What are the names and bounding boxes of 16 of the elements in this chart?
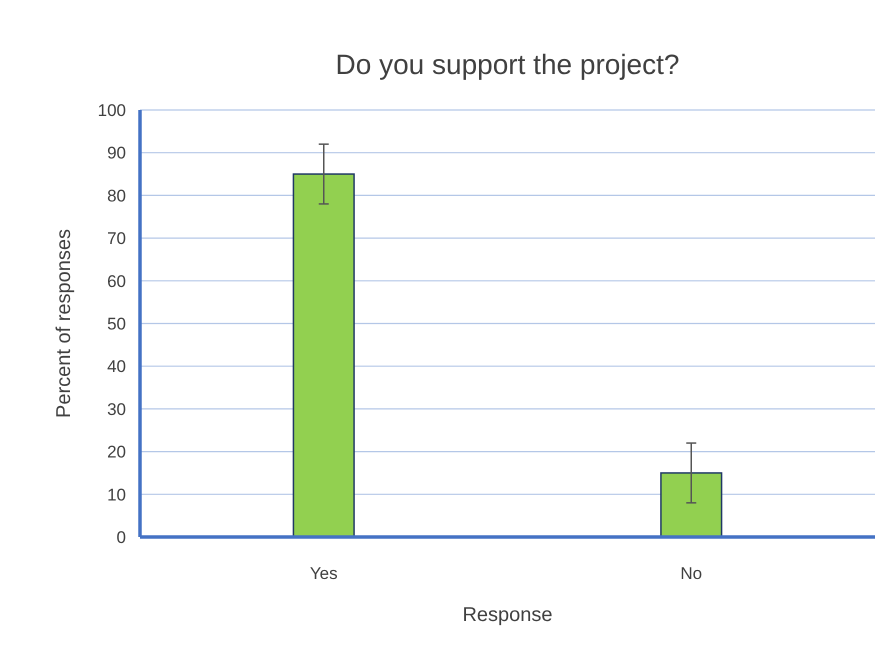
y-tick-label: 20 [107,442,126,462]
y-tick-label: 90 [107,144,126,163]
x-tick-label: No [680,564,702,583]
y-tick-label: 0 [116,528,126,547]
y-tick-label: 70 [107,229,126,248]
x-axis-title: Response [462,604,553,626]
y-tick-label: 50 [107,314,126,334]
y-axis-title: Percent of responses [53,229,75,418]
y-tick-label: 10 [107,485,126,504]
y-tick-label: 60 [107,272,126,291]
x-tick-label: Yes [310,564,338,583]
y-tick-label: 40 [107,357,126,376]
y-tick-label: 100 [98,100,126,120]
y-tick-label: 30 [107,400,126,419]
y-tick-label: 80 [107,186,126,206]
chart-title: Do you support the project? [336,49,680,80]
